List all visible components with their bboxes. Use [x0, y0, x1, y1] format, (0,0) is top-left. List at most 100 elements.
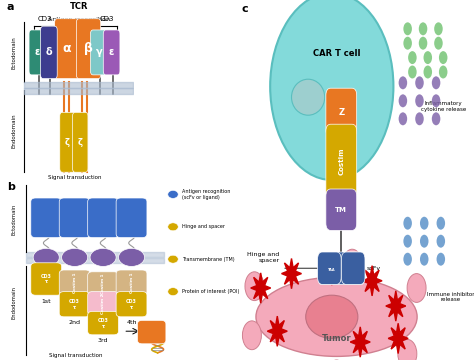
Circle shape: [408, 51, 417, 64]
Text: Endodomain: Endodomain: [12, 286, 17, 319]
Ellipse shape: [62, 248, 88, 266]
FancyBboxPatch shape: [116, 270, 147, 295]
FancyBboxPatch shape: [88, 272, 118, 295]
FancyBboxPatch shape: [326, 189, 356, 230]
FancyBboxPatch shape: [88, 292, 118, 315]
Text: Costim 1: Costim 1: [73, 273, 77, 293]
Circle shape: [420, 253, 428, 266]
Circle shape: [434, 22, 443, 35]
Text: γ: γ: [95, 48, 102, 57]
Text: Antigen recognition
(scFv or ligand): Antigen recognition (scFv or ligand): [182, 189, 231, 200]
Text: Protein of interest (POI): Protein of interest (POI): [182, 289, 240, 294]
Circle shape: [343, 249, 362, 278]
Ellipse shape: [306, 295, 358, 338]
Text: c: c: [242, 4, 248, 14]
Circle shape: [168, 288, 178, 296]
Circle shape: [399, 112, 407, 125]
Text: Immune inhibitor
release: Immune inhibitor release: [427, 292, 474, 302]
Ellipse shape: [90, 248, 116, 266]
Ellipse shape: [118, 248, 145, 266]
FancyBboxPatch shape: [31, 198, 62, 238]
Text: CD3
τ: CD3 τ: [69, 299, 80, 310]
FancyBboxPatch shape: [59, 270, 90, 295]
Text: CD3: CD3: [99, 17, 114, 22]
Circle shape: [437, 217, 445, 230]
Text: a: a: [6, 2, 14, 12]
FancyBboxPatch shape: [137, 320, 166, 344]
Circle shape: [270, 0, 393, 180]
FancyBboxPatch shape: [41, 26, 57, 78]
FancyBboxPatch shape: [88, 198, 118, 238]
Circle shape: [423, 66, 432, 78]
Text: Signal transduction: Signal transduction: [49, 353, 102, 358]
Circle shape: [432, 76, 440, 89]
Text: TM: TM: [335, 207, 347, 213]
Circle shape: [168, 190, 178, 198]
Text: ζ: ζ: [78, 138, 83, 147]
Text: CD3
τ: CD3 τ: [126, 299, 137, 310]
Text: Ectodomain: Ectodomain: [12, 204, 17, 235]
Ellipse shape: [292, 79, 325, 115]
FancyBboxPatch shape: [318, 252, 341, 284]
Text: Costim: Costim: [338, 147, 344, 175]
FancyBboxPatch shape: [91, 30, 107, 75]
Circle shape: [420, 235, 428, 248]
Text: CD3
τ: CD3 τ: [98, 318, 109, 328]
Text: ε: ε: [35, 48, 40, 57]
FancyBboxPatch shape: [59, 292, 90, 317]
Circle shape: [415, 94, 424, 107]
Text: Hinge and
spacer: Hinge and spacer: [247, 252, 280, 263]
Text: Costim 1: Costim 1: [101, 273, 105, 294]
FancyBboxPatch shape: [116, 292, 147, 317]
FancyBboxPatch shape: [326, 124, 356, 198]
Circle shape: [408, 66, 417, 78]
Circle shape: [423, 51, 432, 64]
Circle shape: [439, 66, 447, 78]
Text: b: b: [7, 182, 15, 192]
FancyBboxPatch shape: [341, 252, 365, 284]
Circle shape: [437, 235, 445, 248]
Circle shape: [399, 94, 407, 107]
Polygon shape: [282, 258, 301, 289]
Text: Costim 1: Costim 1: [129, 273, 134, 293]
Circle shape: [403, 253, 412, 266]
Circle shape: [432, 94, 440, 107]
FancyBboxPatch shape: [73, 112, 88, 172]
Text: CD3: CD3: [37, 17, 52, 22]
FancyBboxPatch shape: [60, 112, 75, 172]
Text: 2nd: 2nd: [69, 320, 81, 325]
Text: Transmembrane (TM): Transmembrane (TM): [182, 257, 235, 262]
Text: Tumor: Tumor: [322, 334, 351, 343]
Circle shape: [432, 112, 440, 125]
Polygon shape: [350, 327, 370, 357]
Circle shape: [168, 255, 178, 263]
Text: δ: δ: [46, 48, 52, 57]
Text: Ectodomain: Ectodomain: [11, 36, 16, 69]
Circle shape: [419, 37, 427, 50]
Circle shape: [399, 76, 407, 89]
Text: Signal transduction: Signal transduction: [48, 175, 102, 180]
Circle shape: [419, 22, 427, 35]
Text: Hinge and spacer: Hinge and spacer: [182, 224, 226, 229]
Circle shape: [168, 223, 178, 231]
FancyBboxPatch shape: [103, 30, 120, 75]
Text: 1st: 1st: [41, 299, 51, 304]
Polygon shape: [388, 323, 408, 354]
Text: β: β: [84, 42, 93, 55]
Ellipse shape: [256, 277, 417, 356]
FancyBboxPatch shape: [116, 198, 147, 238]
FancyBboxPatch shape: [31, 263, 62, 295]
Text: Antigen recognition: Antigen recognition: [48, 17, 110, 22]
Text: CAR T cell: CAR T cell: [313, 49, 360, 58]
FancyBboxPatch shape: [59, 198, 90, 238]
Circle shape: [245, 272, 264, 301]
FancyBboxPatch shape: [319, 252, 364, 284]
Circle shape: [403, 235, 412, 248]
Text: ε: ε: [109, 48, 114, 57]
FancyBboxPatch shape: [326, 88, 356, 137]
Circle shape: [403, 22, 412, 35]
Text: Z: Z: [338, 108, 344, 117]
Circle shape: [434, 37, 443, 50]
Text: scFv: scFv: [366, 266, 380, 271]
Circle shape: [420, 217, 428, 230]
